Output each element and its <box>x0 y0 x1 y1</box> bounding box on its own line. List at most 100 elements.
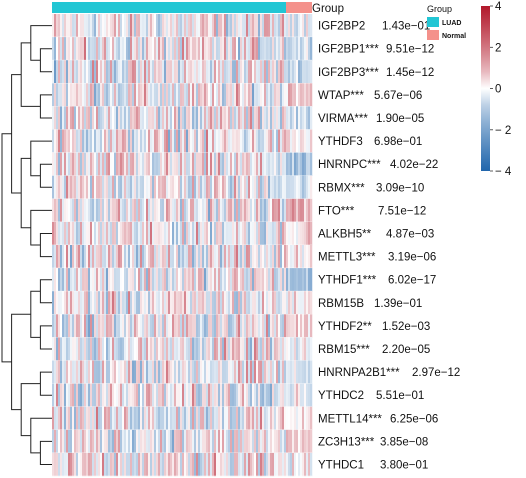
heatmap-cell <box>66 198 69 223</box>
heatmap-cell <box>166 60 169 84</box>
heatmap-cell <box>246 14 249 38</box>
heatmap-cell <box>226 175 229 200</box>
heatmap-cell <box>148 83 151 107</box>
heatmap-cell <box>246 106 249 130</box>
heatmap-cell <box>288 14 291 38</box>
heatmap-cell <box>244 314 247 338</box>
heatmap-cell <box>182 152 185 176</box>
heatmap-cell <box>302 60 305 84</box>
heatmap-cell <box>132 198 135 223</box>
heatmap-cell <box>180 175 183 200</box>
heatmap-cell <box>170 175 173 200</box>
heatmap-cell <box>136 60 139 84</box>
heatmap-cell <box>86 406 89 431</box>
heatmap-cell <box>238 60 241 84</box>
heatmap-cell <box>156 429 159 454</box>
heatmap-cell <box>216 337 219 361</box>
heatmap-cell <box>222 268 225 292</box>
heatmap-cell <box>182 198 185 223</box>
heatmap-cell <box>92 152 95 176</box>
heatmap-cell <box>70 60 73 84</box>
heatmap-cell <box>204 406 207 431</box>
heatmap-cell <box>122 337 125 361</box>
heatmap-cell <box>168 83 171 107</box>
heatmap-cell <box>270 37 273 61</box>
heatmap-cell <box>118 14 121 38</box>
heatmap-cell <box>154 429 157 454</box>
heatmap-cell <box>98 268 101 292</box>
heatmap-cell <box>298 337 301 361</box>
heatmap-cell <box>252 106 255 130</box>
heatmap-cell <box>200 129 203 153</box>
heatmap-cell <box>64 314 67 338</box>
heatmap-cell <box>116 245 119 269</box>
heatmap-cell <box>52 337 55 361</box>
heatmap-cell <box>212 245 215 269</box>
heatmap-cell <box>218 198 221 223</box>
heatmap-cell <box>176 221 179 246</box>
heatmap-cell <box>244 337 247 361</box>
heatmap-cell <box>290 37 293 61</box>
heatmap-cell <box>140 14 143 38</box>
heatmap-cell <box>60 406 63 431</box>
heatmap-cell <box>210 14 213 38</box>
heatmap-cell <box>282 245 285 269</box>
heatmap-cell <box>78 60 81 84</box>
heatmap-cell <box>100 37 103 61</box>
heatmap-cell <box>68 14 71 38</box>
heatmap-cell <box>162 221 165 246</box>
heatmap-cell <box>292 221 295 246</box>
heatmap-cell <box>102 291 105 315</box>
heatmap-cell <box>162 152 165 176</box>
heatmap-cell <box>130 268 133 292</box>
heatmap-cell <box>108 221 111 246</box>
heatmap-cell <box>292 83 295 107</box>
heatmap-cell <box>266 337 269 361</box>
heatmap-cell <box>194 383 197 407</box>
heatmap-cell <box>182 129 185 153</box>
heatmap-cell <box>204 268 207 292</box>
heatmap-cell <box>258 452 261 477</box>
heatmap-cell <box>190 83 193 107</box>
heatmap-cell <box>74 37 77 61</box>
heatmap-cell <box>262 83 265 107</box>
heatmap-cell <box>166 37 169 61</box>
heatmap-cell <box>304 37 307 61</box>
heatmap-cell <box>244 268 247 292</box>
heatmap-cell <box>150 314 153 338</box>
heatmap-cell <box>228 429 231 454</box>
heatmap-cell <box>164 268 167 292</box>
heatmap-cell <box>246 60 249 84</box>
heatmap-cell <box>154 152 157 176</box>
heatmap-cell <box>94 37 97 61</box>
heatmap-cell <box>134 152 137 176</box>
heatmap-cell <box>86 129 89 153</box>
heatmap-cell <box>248 83 251 107</box>
heatmap-cell <box>258 83 261 107</box>
heatmap-cell <box>126 14 129 38</box>
heatmap-cell <box>298 198 301 223</box>
heatmap-cell <box>116 452 119 477</box>
heatmap-cell <box>72 83 75 107</box>
heatmap-cell <box>154 383 157 407</box>
heatmap-cell <box>208 360 211 384</box>
heatmap-cell <box>282 452 285 477</box>
heatmap-cell <box>200 245 203 269</box>
heatmap-cell <box>202 175 205 200</box>
annotation-luad <box>52 2 286 13</box>
heatmap-cell <box>68 152 71 176</box>
heatmap-cell <box>74 452 77 477</box>
heatmap-cell <box>226 14 229 38</box>
heatmap-cell <box>150 291 153 315</box>
heatmap-cell <box>122 14 125 38</box>
heatmap-cell <box>158 452 161 477</box>
heatmap-cell <box>300 37 303 61</box>
heatmap-cell <box>256 245 259 269</box>
heatmap-cell <box>208 291 211 315</box>
heatmap-cell <box>204 83 207 107</box>
heatmap-cell <box>306 291 309 315</box>
heatmap-cell <box>250 83 253 107</box>
heatmap-cell <box>96 383 99 407</box>
heatmap-cell <box>162 268 165 292</box>
